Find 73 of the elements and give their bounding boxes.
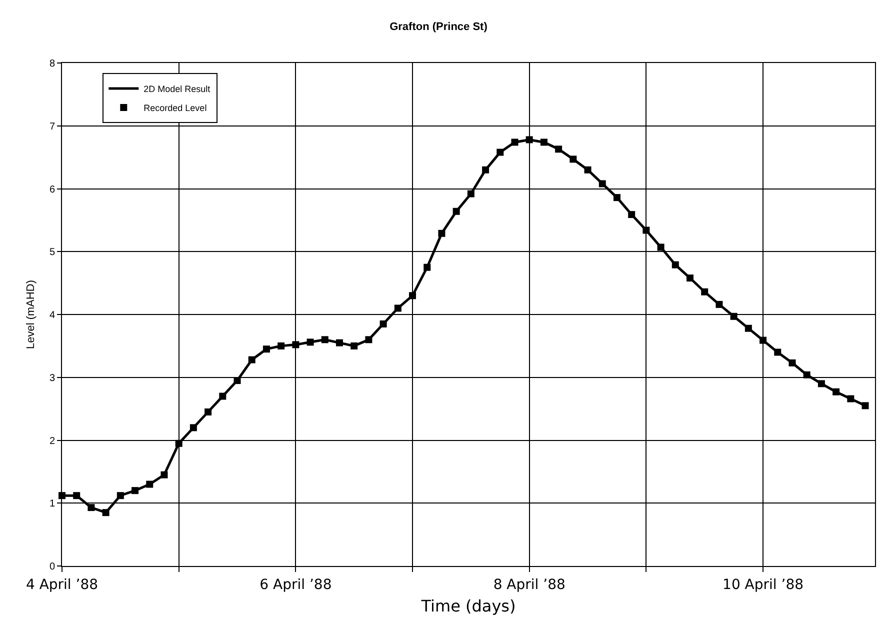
point [204,408,212,416]
y-tick-label: 8 [49,58,56,70]
x-tick-label: 10 April ’88 [722,576,804,593]
point [262,346,270,353]
point [862,402,869,410]
point [452,208,460,215]
point [716,300,723,308]
point [380,320,387,328]
legend-label: 2D Model Result [144,84,211,94]
point [102,509,110,516]
point [730,312,738,320]
point [818,380,825,388]
x-tick-label: 6 April ’88 [260,576,332,593]
point [526,136,533,144]
point [584,166,592,174]
point [598,180,606,188]
point [424,264,431,271]
point [175,440,182,447]
y-tick-label: 1 [49,498,56,510]
point [73,492,80,500]
point [88,504,95,512]
y-tick-label: 5 [49,247,56,258]
point [234,377,241,384]
point [482,166,490,174]
x-tick-label: 8 April ’88 [493,576,566,593]
point [628,211,636,218]
chart-title: Grafton (Prince St) [390,20,488,33]
point [292,341,300,348]
point [496,148,504,156]
point [555,146,562,153]
point [511,138,518,146]
y-tick-label: 0 [49,562,56,572]
point [306,338,314,346]
point [116,492,124,500]
point [803,371,810,378]
x-tick-label: 4 April ’88 [26,576,98,593]
point [744,324,752,332]
point [847,395,854,402]
point [219,392,226,400]
y-tick-label: 3 [49,372,56,384]
point [788,359,796,366]
point [409,292,416,300]
y-tick-label: 7 [49,121,56,132]
point [540,138,548,146]
point [160,471,168,478]
y-tick-label: 4 [49,310,56,321]
point [701,288,708,296]
point [613,194,620,202]
point [190,424,197,432]
point [321,336,328,344]
point [336,339,343,346]
point [672,261,679,268]
point [365,336,372,344]
point [570,156,577,163]
y-axis-title: Level (mAHD) [25,280,38,350]
point [350,342,358,350]
point [394,304,402,312]
x-axis-title: Time (days) [420,596,516,616]
point [467,190,474,198]
point [760,336,767,344]
point [248,356,256,364]
legend-label: Recorded Level [144,103,207,114]
point [657,244,664,251]
point [832,388,840,396]
y-tick-label: 2 [49,436,56,447]
point [642,226,650,234]
point [686,274,694,282]
point [774,348,782,356]
y-tick-label: 6 [49,184,56,196]
point [132,487,139,494]
point [146,480,154,488]
point [278,342,285,350]
point [438,230,446,237]
